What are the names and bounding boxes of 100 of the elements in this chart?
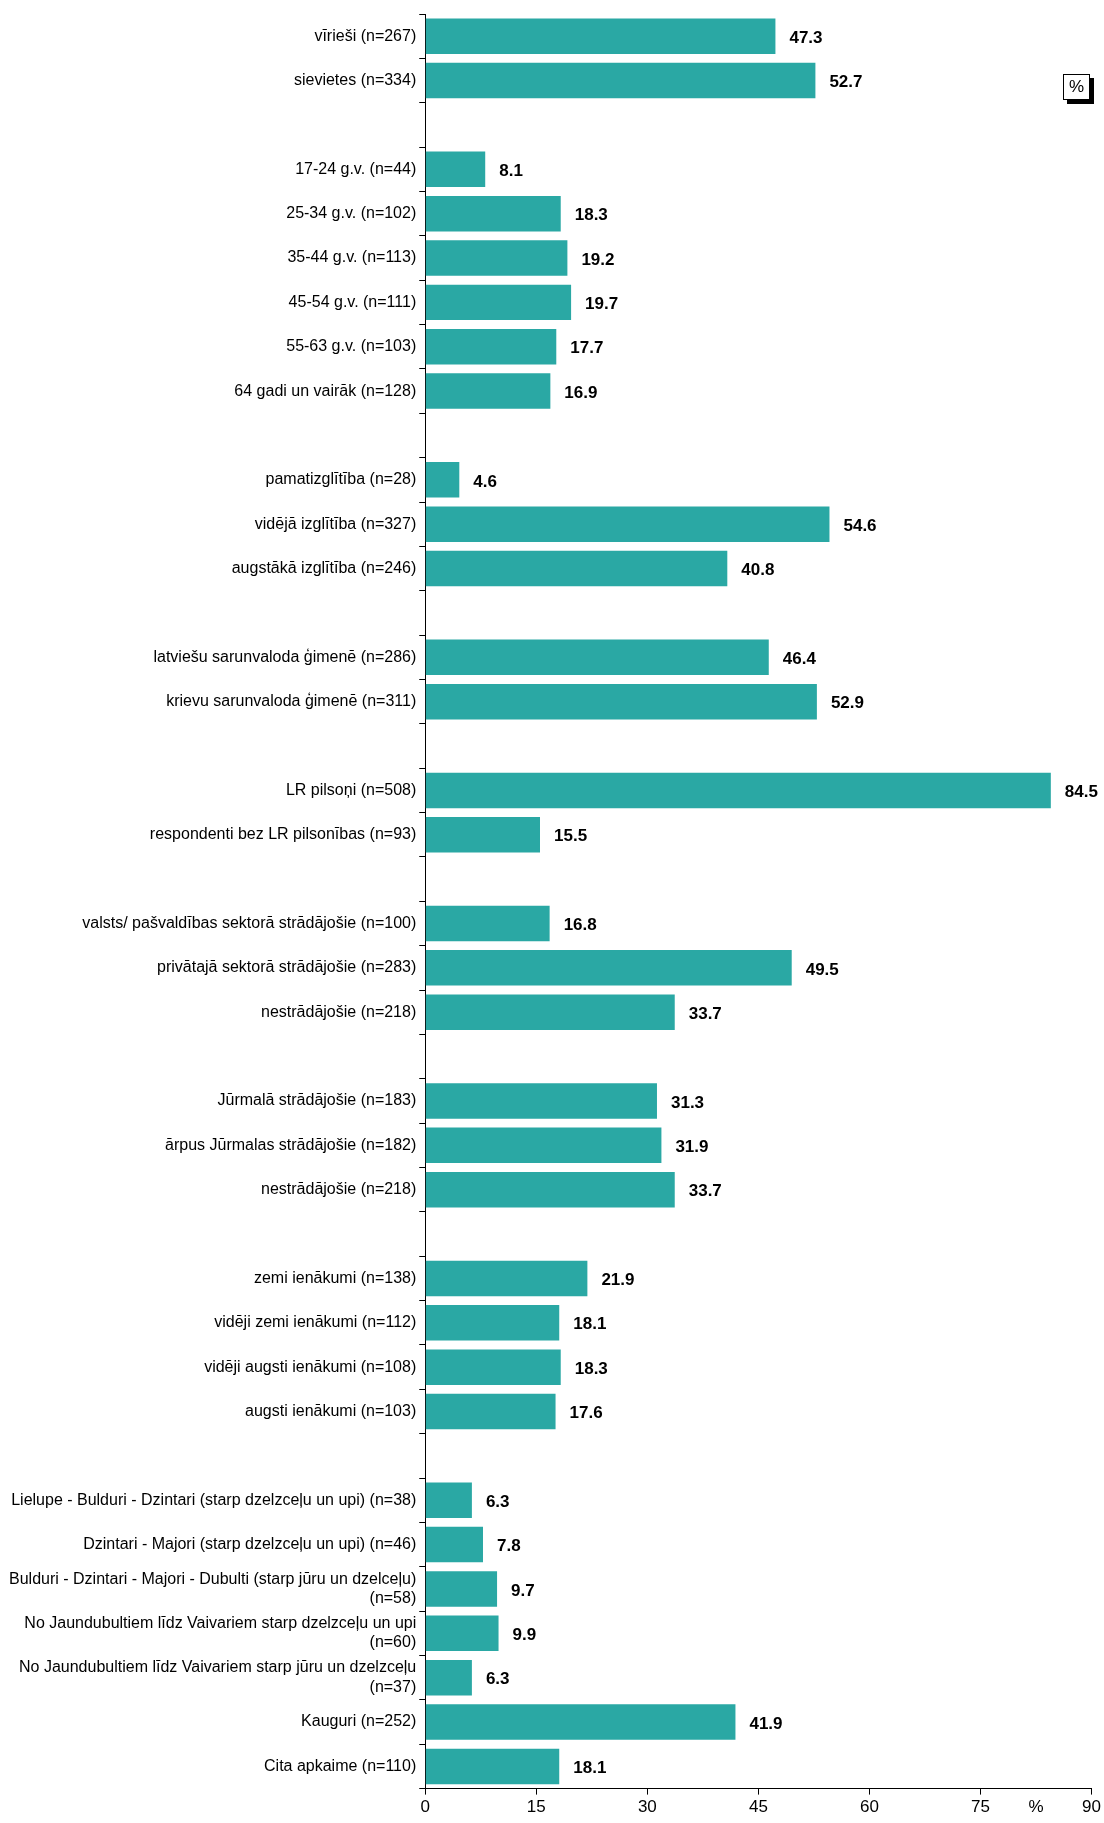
- y-tick-label: krievu sarunvaloda ģimenē (n=311): [166, 692, 417, 710]
- x-tick-label: 15: [526, 1797, 546, 1817]
- y-tick-label: Kauguri (n=252): [301, 1712, 417, 1730]
- bar: [425, 328, 557, 365]
- bar: [425, 994, 675, 1030]
- data-label: 54.6: [843, 515, 877, 535]
- x-tick-label: 60: [859, 1797, 879, 1817]
- x-tick-label: 45: [748, 1797, 768, 1817]
- y-tick-label: nestrādājošie (n=218): [261, 1180, 417, 1198]
- data-label: 18.3: [574, 1358, 608, 1378]
- bar: [425, 1704, 736, 1740]
- data-label: 40.8: [741, 560, 775, 580]
- data-label: 21.9: [601, 1270, 635, 1290]
- data-label: 33.7: [688, 1003, 722, 1023]
- bar: [425, 1615, 499, 1652]
- data-label: 46.4: [782, 648, 817, 668]
- bar: [425, 1571, 498, 1607]
- bar: [425, 1659, 472, 1696]
- y-tick-label: zemi ienākumi (n=138): [253, 1268, 417, 1286]
- bar: [425, 639, 769, 676]
- data-label: 6.3: [485, 1669, 510, 1689]
- y-tick-label: respondenti bez LR pilsonības (n=93): [149, 825, 417, 843]
- bar: [425, 1127, 662, 1164]
- data-label: 41.9: [749, 1713, 783, 1733]
- bar: [425, 18, 776, 54]
- y-tick-label: LR pilsoņi (n=508): [285, 780, 417, 798]
- y-tick-label: vidēji zemi ienākumi (n=112): [214, 1313, 417, 1331]
- data-label: 19.2: [581, 249, 615, 269]
- y-tick-label: valsts/ pašvaldības sektorā strādājošie (n=100): [82, 913, 417, 931]
- y-tick-label: ārpus Jūrmalas strādājošie (n=182): [165, 1135, 417, 1153]
- y-tick-label: Dzintari - Majori (starp dzelzceļu un upi) (n=46): [83, 1535, 417, 1552]
- bar: [425, 151, 486, 188]
- data-label: 47.3: [789, 27, 823, 47]
- x-axis-title: %: [1028, 1796, 1044, 1816]
- y-tick-label: Jūrmalā strādājošie (n=183): [217, 1091, 417, 1109]
- bar: [425, 1083, 657, 1119]
- y-tick-label: vidēji augsti ienākumi (n=108): [204, 1357, 417, 1375]
- bar: [425, 950, 792, 986]
- bar: [425, 772, 1051, 809]
- annotation: %: [1062, 74, 1090, 100]
- x-tick-label: 30: [637, 1797, 657, 1817]
- data-label: 9.7: [511, 1580, 535, 1600]
- y-tick-label: 25-34 g.v. (n=102): [286, 204, 417, 222]
- y-tick-label: pamatizglītība (n=28): [265, 470, 417, 488]
- bar: [425, 1171, 675, 1208]
- bar: [425, 817, 540, 853]
- data-label: 17.7: [570, 338, 604, 358]
- bar: [425, 683, 817, 720]
- data-label: 9.9: [512, 1625, 537, 1645]
- bar: [425, 240, 568, 276]
- data-label: 19.7: [585, 294, 619, 314]
- bar: [425, 550, 728, 587]
- data-label: 17.6: [569, 1403, 603, 1423]
- y-tick-label: 17-24 g.v. (n=44): [295, 159, 417, 177]
- y-tick-label: augsti ienākumi (n=103): [245, 1401, 417, 1419]
- y-tick-label: latviešu sarunvaloda ģimenē (n=286): [153, 647, 417, 665]
- data-label: 4.6: [473, 471, 497, 491]
- x-tick-label: 75: [971, 1797, 990, 1817]
- data-label: 18.3: [574, 205, 608, 225]
- y-tick-label: Cita apkaime (n=110): [264, 1756, 417, 1774]
- data-label: 8.1: [499, 160, 523, 180]
- x-tick-label: 0: [420, 1797, 430, 1817]
- y-tick-label: No Jaundubultiem līdz Vaivariem starp dzelzceļu un upi (n=60): [24, 1614, 417, 1651]
- bar: [425, 462, 460, 498]
- bar: [425, 1349, 561, 1385]
- data-label: 84.5: [1064, 782, 1098, 802]
- bar: [425, 1748, 560, 1785]
- data-label: 15.5: [554, 826, 588, 846]
- data-label: 49.5: [805, 959, 839, 979]
- data-label: 7.8: [497, 1536, 521, 1556]
- x-tick-label: 90: [1082, 1797, 1102, 1817]
- y-tick-label: No Jaundubultiem līdz Vaivariem starp jūru un dzelzceļu (n=37): [19, 1658, 417, 1695]
- bar: [425, 1482, 472, 1518]
- bar: [425, 62, 816, 99]
- data-label: 18.1: [573, 1758, 607, 1778]
- bar: [425, 905, 550, 942]
- y-tick-label: 55-63 g.v. (n=103): [286, 337, 417, 355]
- data-label: 52.7: [829, 72, 863, 92]
- y-tick-label: Lielupe - Bulduri - Dzintari (starp dzelzceļu un upi) (n=38): [11, 1490, 417, 1508]
- y-tick-label: 64 gadi un vairāk (n=128): [234, 381, 417, 399]
- data-label: 6.3: [485, 1491, 510, 1511]
- y-tick-label: sievietes (n=334): [293, 70, 417, 88]
- data-label: 18.1: [573, 1314, 607, 1334]
- y-tick-label: 35-44 g.v. (n=113): [287, 248, 417, 266]
- bar: [425, 195, 561, 232]
- y-tick-label: Bulduri - Dzintari - Majori - Dubulti (starp jūru un dzelceļu) (n=58): [9, 1569, 417, 1606]
- y-tick-label: nestrādājošie (n=218): [261, 1002, 417, 1020]
- bar: [425, 1526, 483, 1563]
- bar: [425, 1393, 556, 1430]
- y-tick-label: vidējā izglītība (n=327): [254, 514, 417, 532]
- data-label: 16.8: [563, 915, 597, 935]
- bar: [425, 284, 572, 321]
- bar: [425, 1305, 560, 1341]
- y-tick-label: vīrieši (n=267): [314, 26, 417, 44]
- y-tick-label: privātajā sektorā strādājošie (n=283): [157, 958, 417, 976]
- y-tick-label: 45-54 g.v. (n=111): [288, 292, 417, 310]
- bar: [425, 1260, 588, 1297]
- data-label: 31.3: [670, 1092, 705, 1112]
- y-tick-label: augstākā izglītība (n=246): [231, 558, 417, 576]
- data-label: 52.9: [830, 693, 864, 713]
